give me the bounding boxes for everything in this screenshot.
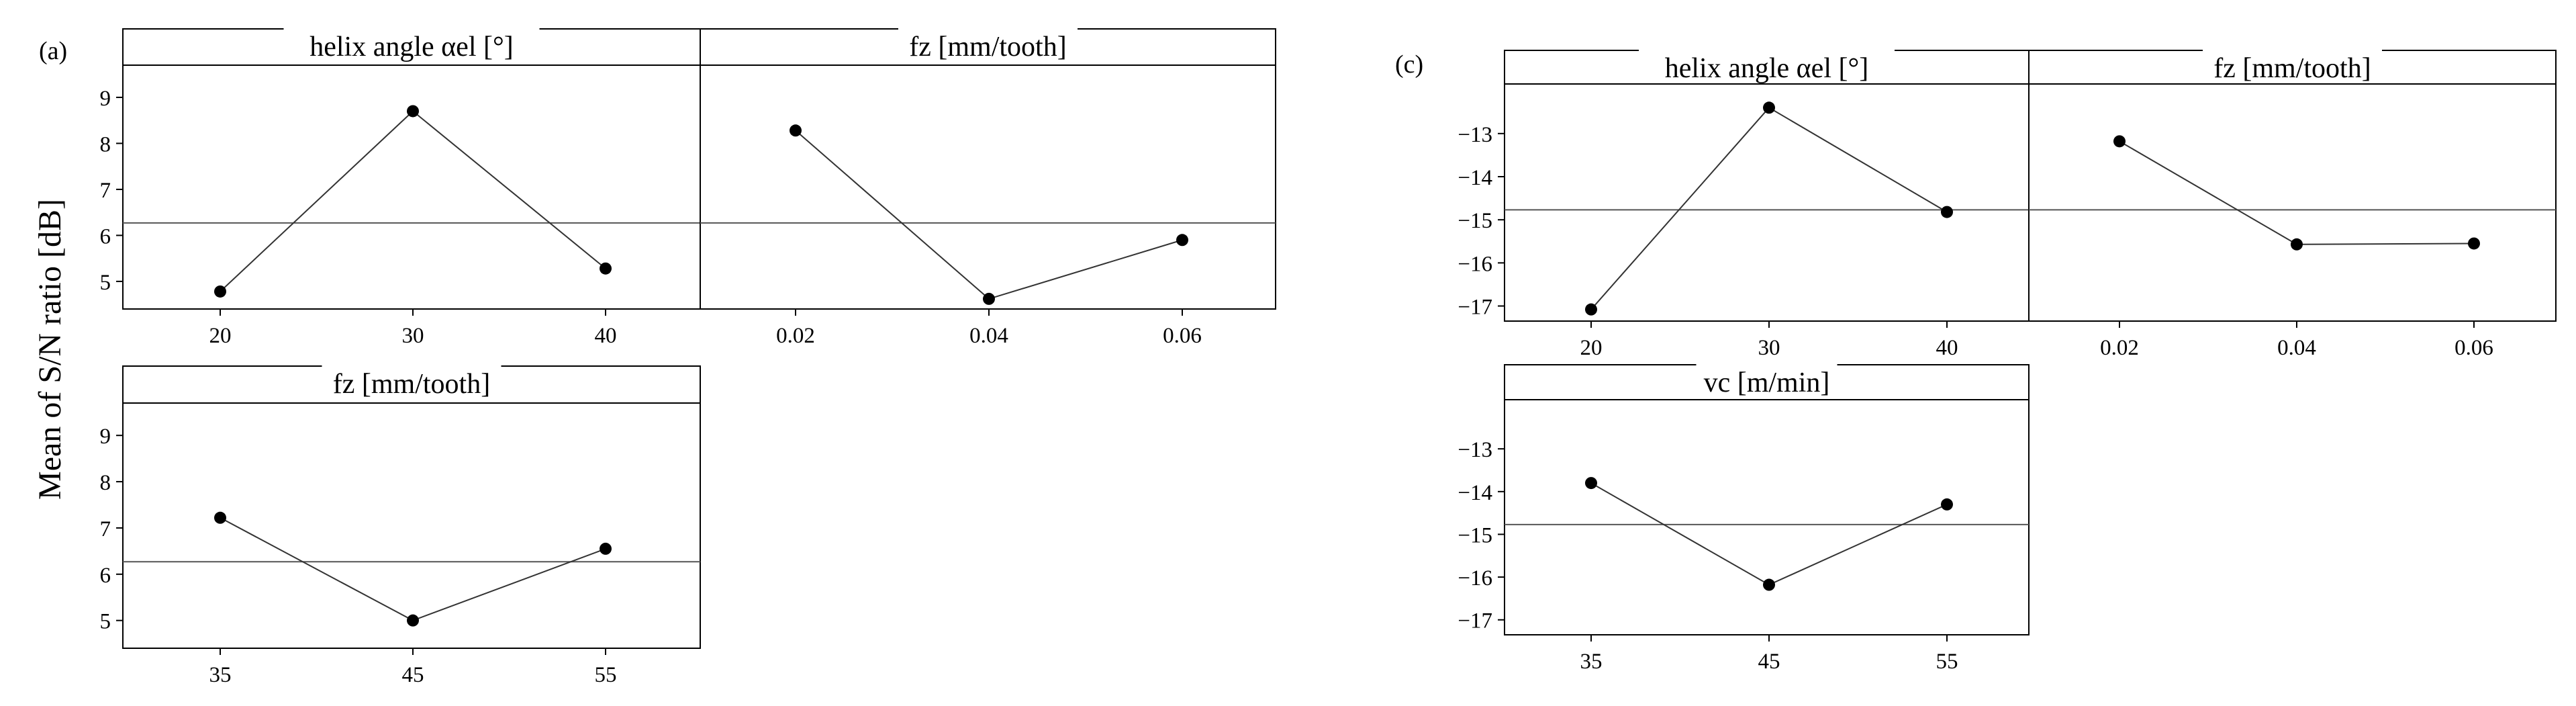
- title-backing: [283, 26, 540, 34]
- plot-frame: [122, 365, 701, 649]
- panel-title: fz [mm/tooth]: [2213, 53, 2371, 84]
- x-tick-label: 30: [1758, 336, 1780, 360]
- x-tick-label: 45: [1758, 650, 1780, 674]
- data-point: [1763, 101, 1775, 114]
- panel-label-a: (a): [39, 37, 67, 65]
- x-tick-label: 40: [1936, 336, 1958, 360]
- x-tick-label: 0.06: [2454, 336, 2493, 360]
- panel-title: fz [mm/tooth]: [333, 369, 490, 400]
- y-tick-label: −15: [1458, 209, 1492, 233]
- x-tick-label: 55: [595, 663, 617, 687]
- series-line: [2119, 140, 2475, 245]
- title-backing: [898, 26, 1078, 34]
- data-point: [983, 292, 995, 305]
- y-tick-label: 7: [100, 179, 111, 203]
- x-tick-label: 35: [1580, 650, 1603, 674]
- plot-frame: [1504, 50, 2030, 322]
- series-line: [795, 130, 1183, 300]
- panel-title: helix angle αel [°]: [309, 32, 514, 62]
- subplot-4: helix angle αel [°] −13 −14 −15 −16 −17 20 30 40: [1458, 48, 2030, 360]
- data-point: [214, 285, 226, 298]
- x-tick-label: 0.06: [1163, 324, 1202, 348]
- data-point: [2291, 238, 2303, 251]
- y-tick-label: 8: [100, 471, 111, 495]
- x-tick-label: 35: [209, 663, 232, 687]
- y-tick-label: −16: [1458, 252, 1492, 276]
- series-line: [220, 517, 606, 621]
- y-tick-label: 7: [100, 517, 111, 541]
- y-tick-label: 9: [100, 425, 111, 449]
- title-backing: [1696, 362, 1838, 370]
- y-tick-label: −14: [1458, 481, 1492, 505]
- data-point: [1763, 578, 1775, 591]
- y-tick-label: −13: [1458, 438, 1492, 462]
- x-tick-label: 30: [402, 324, 424, 348]
- plot-frame: [700, 28, 1276, 310]
- data-point: [1585, 477, 1597, 490]
- data-point: [600, 262, 612, 275]
- plot-frame: [122, 28, 701, 310]
- data-point: [600, 542, 612, 555]
- title-backing: [2203, 48, 2382, 56]
- data-point: [1941, 206, 1953, 218]
- data-point: [2113, 135, 2126, 148]
- subplot-3: fz [mm/tooth] 5 6 7 8 9 35 45 55: [100, 363, 701, 687]
- panel-title: helix angle αel [°]: [1665, 53, 1869, 84]
- subplot-1: helix angle αel [°] 5 6 7 8 9 20 30 40: [100, 26, 701, 348]
- x-tick-label: 45: [402, 663, 424, 687]
- x-tick-label: 0.02: [2100, 336, 2139, 360]
- data-point: [2468, 237, 2480, 250]
- subplot-6: vc [m/min] −13 −14 −15 −16 −17 35 45 55: [1458, 362, 2030, 674]
- y-tick-label: 6: [100, 224, 111, 249]
- x-tick-label: 20: [209, 324, 232, 348]
- y-tick-label: −17: [1458, 296, 1492, 320]
- series-line: [1590, 482, 1948, 586]
- x-tick-label: 55: [1936, 650, 1958, 674]
- panel-title: fz [mm/tooth]: [909, 32, 1066, 62]
- y-tick-label: 5: [100, 271, 111, 295]
- data-point: [407, 614, 419, 627]
- data-point: [790, 124, 802, 137]
- x-tick-label: 0.04: [969, 324, 1008, 348]
- title-backing: [322, 363, 502, 371]
- x-tick-label: 40: [595, 324, 617, 348]
- y-tick-label: 5: [100, 610, 111, 634]
- data-point: [1176, 234, 1188, 247]
- series-line: [220, 110, 606, 292]
- title-backing: [1639, 48, 1895, 56]
- y-tick-label: −16: [1458, 566, 1492, 590]
- y-tick-label: 8: [100, 132, 111, 157]
- subplot-5: fz [mm/tooth] 0.02 0.04 0.06: [2028, 48, 2557, 360]
- data-point: [1585, 303, 1597, 316]
- panel-title: vc [m/min]: [1704, 367, 1830, 398]
- data-point: [407, 105, 419, 118]
- plot-frame: [2028, 50, 2557, 322]
- y-tick-label: 9: [100, 87, 111, 111]
- y-tick-label: −14: [1458, 166, 1492, 190]
- y-tick-label: −17: [1458, 609, 1492, 633]
- y-axis-label: Mean of S/N ratio [dB]: [32, 199, 68, 500]
- x-tick-label: 20: [1580, 336, 1603, 360]
- y-tick-label: 6: [100, 564, 111, 588]
- subplot-2: fz [mm/tooth] 0.02 0.04 0.06: [700, 26, 1276, 348]
- y-tick-label: −13: [1458, 123, 1492, 147]
- y-tick-label: −15: [1458, 523, 1492, 547]
- x-tick-label: 0.02: [776, 324, 815, 348]
- data-point: [1941, 498, 1953, 511]
- series-line: [1590, 107, 1948, 310]
- x-tick-label: 0.04: [2277, 336, 2316, 360]
- data-point: [214, 511, 226, 524]
- panel-label-c: (c): [1395, 50, 1423, 79]
